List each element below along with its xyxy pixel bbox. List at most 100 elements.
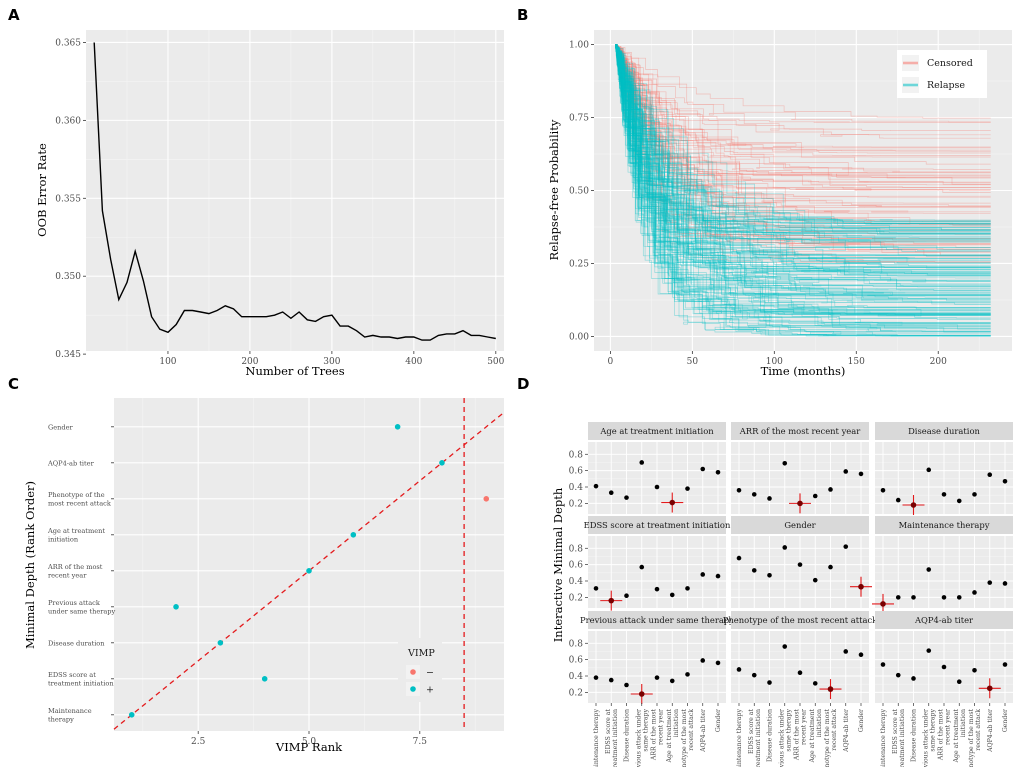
panel-b-x-tick-label: 100 (766, 357, 783, 367)
panel-a-y-tick-label: 0.365 (55, 38, 81, 48)
panel-d-facet-strip (731, 516, 869, 534)
panel-d-point-disease-duration (624, 495, 629, 500)
panel-b-curve-relapse (615, 44, 991, 316)
panel-b-curve-relapse (615, 44, 991, 283)
panel-b-curve-relapse (615, 44, 991, 228)
panel-d-point-aqp4-ab-titer (843, 649, 849, 654)
panel-c-point-phenotype-of-the-most-recent-attack (483, 496, 490, 502)
panel-b-curve-relapse (615, 44, 991, 333)
panel-d-facet-title: AQP4-ab titer (914, 615, 973, 625)
panel-b-curve-censored (615, 44, 991, 256)
panel-b-curve-censored (615, 44, 991, 214)
panel-d-x-tick-label: Phenotype of the most (824, 708, 831, 767)
panel-b-curve-relapse (615, 44, 991, 317)
panel-d-facet-strip (731, 611, 869, 629)
panel-b-curve-censored (615, 44, 991, 240)
panel-d-x-tick-label: same therapy (785, 709, 792, 752)
panel-d-y-tick-label: 0.6 (569, 467, 584, 477)
panel-b-curve-relapse (615, 44, 991, 264)
panel-d-point-age-at-treatment-initiation (956, 595, 962, 600)
panel-c-y-tick-label: Maintenance (48, 707, 92, 715)
panel-d-x-tick-label: EDSS score at (748, 708, 755, 753)
panel-b-curve-relapse (615, 44, 991, 293)
panel-d-facet-strip (731, 422, 869, 440)
panel-b-curve-relapse (615, 44, 991, 256)
panel-b-curve-relapse (615, 44, 991, 276)
panel-d-facet-title: Phenotype of the most recent attack (723, 615, 878, 625)
panel-d-point-aqp4-ab-titer (843, 544, 849, 549)
panel-b-curve-relapse (615, 44, 991, 315)
panel-b-curve-relapse (615, 44, 991, 234)
panel-b-curve-censored (615, 44, 991, 263)
panel-d-facet-strip (875, 516, 1013, 534)
panel-b-curve-relapse (615, 44, 991, 231)
panel-b-curve-relapse (615, 44, 991, 337)
panel-d-point-previous-attack-under-same-therapy (926, 648, 932, 653)
panel-c-y-tick-label: recent year (48, 572, 87, 580)
panel-b-curve-relapse (615, 44, 991, 305)
panel-d-y-tick-label: 0.4 (569, 483, 584, 493)
panel-c-y-tick-label: Disease duration (48, 639, 105, 647)
panel-d-point-disease-duration (911, 595, 916, 600)
panel-b-curve-relapse (615, 44, 991, 276)
panel-b-curve-relapse (615, 44, 991, 314)
panel-d-x-tick-label: Previous attack under (635, 709, 642, 767)
panel-d-x-tick-label: Maintenance therapy (736, 709, 743, 767)
panel-d-point-previous-attack-under-same-therapy (782, 644, 788, 649)
panel-b-curve-censored (615, 44, 991, 179)
panel-d-facet-title: Disease duration (908, 426, 980, 436)
panel-c-legend-title: VIMP (407, 648, 435, 659)
panel-b-curve-relapse (615, 44, 991, 240)
panel-b-curve-censored (615, 44, 991, 193)
panel-c-legend-key-plus (410, 686, 416, 692)
panel-d-point-phenotype-of-the-most-recent-attack (828, 564, 833, 570)
panel-b-curve-relapse (615, 44, 991, 326)
panel-c-reference-lines (113, 398, 505, 731)
panel-b-legend-label-censored: Censored (927, 58, 973, 69)
panel-b-curve-relapse (615, 44, 991, 234)
panel-d-facet-strip (588, 611, 726, 629)
panel-d-point-disease-duration (767, 496, 772, 501)
panel-d-y-tick-label: 0.6 (569, 561, 584, 571)
panel-b-curve-censored (615, 44, 991, 233)
panel-b-curve-censored (615, 44, 991, 225)
panel-d-x-tick-label: treatment initiation (899, 709, 906, 767)
panel-b-curve-relapse (615, 44, 991, 231)
panel-b-curve-relapse (615, 44, 991, 291)
panel-b-curve-censored (615, 44, 991, 207)
panel-b-curve-relapse (615, 44, 991, 294)
panel-d-point-maintenance-therapy (880, 487, 886, 493)
panel-d-x-tick-label: Gender (715, 709, 722, 732)
panel-b-curve-censored (615, 44, 991, 174)
panel-d-point-maintenance-therapy (880, 662, 886, 667)
panel-b-curve-relapse (615, 44, 991, 224)
panel-d-x-tick-label: recent year (801, 709, 808, 745)
panel-b-curve-relapse (615, 44, 991, 315)
panel-d-x-tick-label: treatment initiation (612, 709, 619, 767)
panel-b-curve-relapse (615, 44, 991, 281)
panel-d-point-gender (1002, 662, 1008, 667)
panel-b-curve-relapse (615, 44, 991, 270)
panel-b-curve-relapse (615, 44, 991, 256)
panel-d-point-arr-of-the-most-recent-year (797, 562, 803, 567)
panel-b-curve-relapse (615, 44, 991, 310)
panel-d-point-aqp4-ab-titer (700, 572, 706, 577)
panel-b-curve-relapse (615, 44, 991, 316)
panel-d-point-disease-duration (911, 676, 916, 681)
panel-b-curve-relapse (615, 44, 991, 222)
panel-b-curve-relapse (615, 44, 991, 231)
panel-c-x-tick-label: 2.5 (191, 737, 206, 747)
panel-d-x-tick-label: recent year (658, 709, 665, 745)
panel-d-point-phenotype-of-the-most-recent-attack (685, 672, 690, 677)
panel-b-curve-censored (615, 44, 991, 154)
panel-b-curve-relapse (615, 44, 991, 295)
panel-b-curve-relapse (615, 44, 991, 225)
panel-b-curve-censored (615, 44, 991, 183)
panel-b-x-tick-label: 150 (848, 357, 865, 367)
panel-d-point-gender (1002, 478, 1008, 484)
panel-b-curve-relapse (615, 44, 991, 300)
panel-d-facets: Age at treatment initiation0.20.40.60.8A… (569, 422, 1013, 767)
panel-d-point-edss-score-at-treatment-initiation (608, 677, 614, 683)
